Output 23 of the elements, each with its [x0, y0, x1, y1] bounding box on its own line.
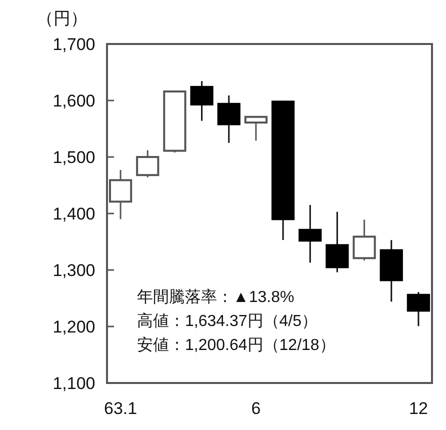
candlestick — [217, 94, 240, 144]
y-tick-label: 1,500 — [52, 148, 96, 167]
y-axis-title: （円） — [36, 9, 88, 28]
annotation: 高値：1,634.37円（4/5） — [137, 312, 318, 330]
candlestick — [406, 291, 430, 327]
annotation: 安値：1,200.64円（12/18） — [137, 336, 336, 354]
y-tick-label: 1,700 — [52, 35, 96, 54]
y-tick-label: 1,300 — [52, 261, 96, 280]
y-tick-label: 1,600 — [52, 92, 96, 110]
candlestick — [326, 211, 349, 274]
y-tick-label: 1,400 — [52, 204, 96, 224]
y-tick-label: 1,100 — [52, 374, 96, 393]
x-tick-label: 6 — [251, 399, 261, 418]
y-tick-label: 1,200 — [52, 318, 96, 336]
candlestick — [352, 218, 376, 262]
candlestick — [190, 80, 214, 122]
candlestick — [136, 149, 160, 178]
candlestick — [244, 116, 268, 142]
annotation: 年間騰落率：▲13.8% — [137, 288, 294, 306]
x-tick-label: 12 — [408, 399, 428, 418]
candlestick — [298, 204, 322, 264]
x-tick-label: 63.1 — [104, 399, 138, 418]
candlestick — [108, 169, 132, 220]
